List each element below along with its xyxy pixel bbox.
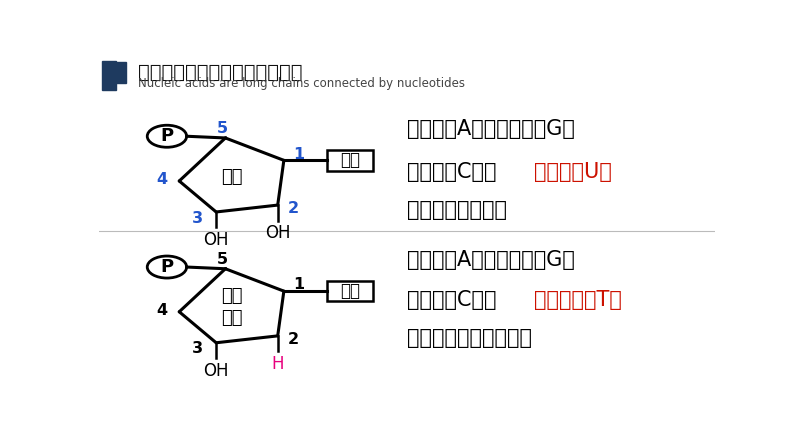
Text: ＿＿种脱氧核糖核苷酸: ＿＿种脱氧核糖核苷酸 — [407, 328, 532, 348]
Text: 脱氧
核糖: 脱氧 核糖 — [221, 287, 242, 327]
Text: 胞嘧啶（C），: 胞嘧啶（C）， — [407, 162, 496, 182]
Text: 5: 5 — [217, 252, 228, 266]
Bar — [102, 60, 116, 90]
Text: P: P — [160, 258, 174, 276]
Text: 核酸是由核苷酸连接而成的长链: 核酸是由核苷酸连接而成的长链 — [138, 63, 303, 82]
Text: 碱基: 碱基 — [340, 282, 360, 300]
Text: 5: 5 — [217, 121, 228, 136]
Text: 4: 4 — [156, 303, 168, 317]
Text: 碱基: 碱基 — [340, 152, 360, 169]
Text: 1: 1 — [293, 147, 304, 162]
Text: 3: 3 — [192, 211, 203, 226]
Text: 腺嘌呤（A），鸟嘌呤（G）: 腺嘌呤（A），鸟嘌呤（G） — [407, 119, 575, 139]
Text: 2: 2 — [288, 332, 299, 347]
Text: 胞嘧啶（C），: 胞嘧啶（C）， — [407, 290, 496, 310]
Text: 核糖: 核糖 — [221, 168, 242, 186]
Text: 胸腺嘧啶（T）: 胸腺嘧啶（T） — [534, 290, 622, 310]
Text: ＿＿种核糖核苷酸: ＿＿种核糖核苷酸 — [407, 200, 507, 220]
Text: 4: 4 — [156, 172, 168, 187]
Bar — [327, 150, 373, 171]
Text: P: P — [160, 127, 174, 145]
Text: 1: 1 — [293, 278, 304, 292]
Text: H: H — [272, 355, 284, 373]
Text: 腺嘌呤（A），鸟嘌呤（G）: 腺嘌呤（A），鸟嘌呤（G） — [407, 250, 575, 270]
Text: OH: OH — [203, 231, 229, 249]
Text: 3: 3 — [192, 342, 203, 356]
Text: 2: 2 — [288, 201, 299, 216]
Text: OH: OH — [265, 224, 291, 242]
Text: 尿嘧啶（U）: 尿嘧啶（U） — [534, 162, 612, 182]
Text: OH: OH — [203, 362, 229, 380]
Bar — [327, 281, 373, 301]
Text: Nucleic acids are long chains connected by nucleotides: Nucleic acids are long chains connected … — [138, 77, 465, 90]
Bar — [117, 62, 126, 83]
